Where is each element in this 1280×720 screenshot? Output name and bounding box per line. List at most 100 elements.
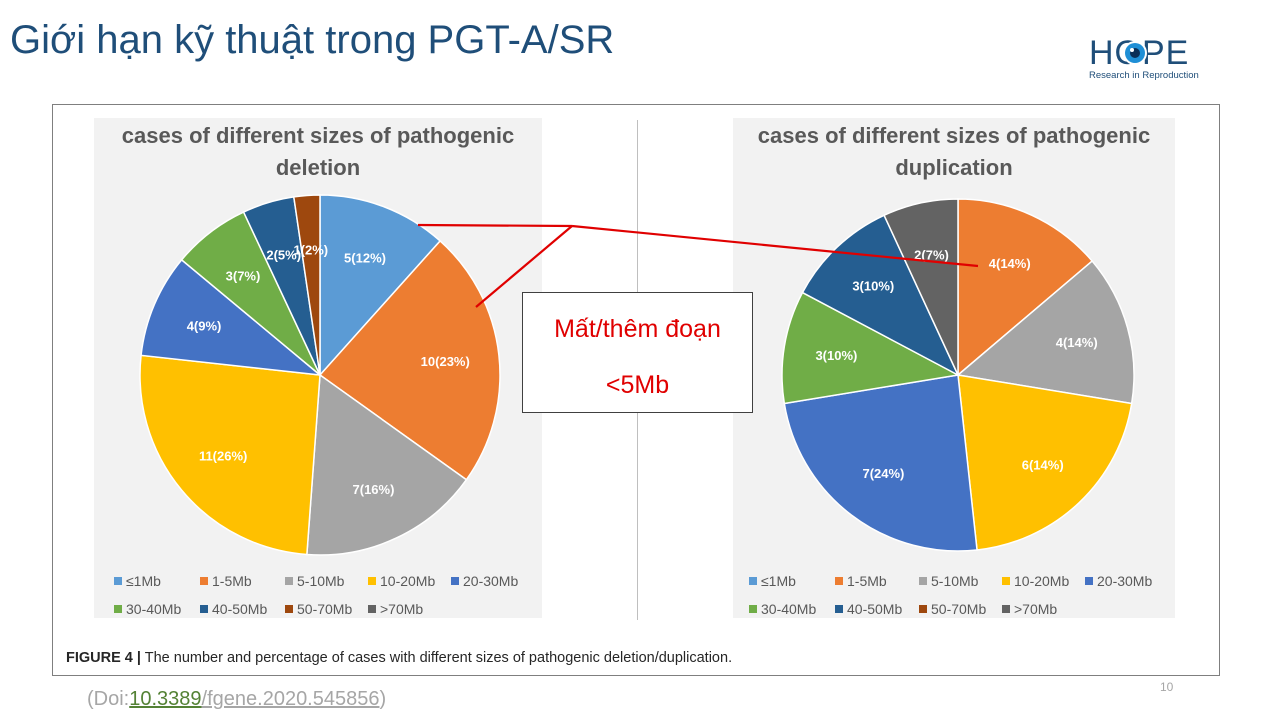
deletion-chart-title-line1: cases of different sizes of pathogenic — [121, 123, 515, 148]
deletion-slice-2 — [306, 373, 468, 556]
legend-swatch — [200, 577, 208, 585]
deletion-slice-label-7: 1(2%) — [293, 242, 328, 257]
legend-item: 1-5Mb — [835, 573, 887, 589]
legend-item: >70Mb — [1002, 601, 1057, 617]
legend-swatch — [749, 577, 757, 585]
legend-label: 1-5Mb — [847, 573, 887, 589]
deletion-slice-label-4: 4(9%) — [187, 319, 222, 334]
deletion-pie-chart: 5(12%) 10(23%) 7(16%) 11(26%) 4(9%) 3(7%) 2(5%… — [139, 194, 501, 556]
hope-logo: HOPE Research in Reproduction — [1089, 36, 1209, 86]
duplication-slice-label-3: 7(24%) — [862, 466, 904, 481]
slide-title: Giới hạn kỹ thuật trong PGT-A/SR — [10, 18, 615, 62]
legend-label: 30-40Mb — [761, 601, 817, 617]
duplication-chart-title-line1: cases of different sizes of pathogenic — [757, 123, 1151, 148]
legend-label: >70Mb — [1014, 601, 1058, 617]
legend-swatch — [200, 605, 208, 613]
duplication-slice-0 — [957, 198, 1094, 377]
legend-label: 30-40Mb — [126, 601, 182, 617]
legend-swatch — [368, 605, 376, 613]
legend-item: ≤1Mb — [114, 573, 161, 589]
legend-label: 10-20Mb — [1014, 573, 1070, 589]
deletion-slice-7 — [292, 194, 321, 376]
deletion-slice-3 — [139, 354, 321, 556]
connector-line-to-right — [571, 224, 979, 268]
legend-swatch — [451, 577, 459, 585]
callout-box: Mất/thêm đoạn <5Mb — [522, 292, 753, 413]
legend-swatch — [285, 605, 293, 613]
logo-tagline: Research in Reproduction — [1089, 70, 1199, 81]
legend-item: 50-70Mb — [919, 601, 986, 617]
legend-label: 20-30Mb — [1097, 573, 1153, 589]
connector-line-diagonal — [475, 225, 573, 308]
figure-caption-text: The number and percentage of cases with … — [140, 650, 733, 666]
deletion-slice-label-3: 11(26%) — [199, 449, 247, 464]
figure-caption: FIGURE 4 | The number and percentage of … — [66, 650, 732, 666]
legend-label: ≤1Mb — [761, 573, 796, 589]
duplication-legend: ≤1Mb 1-5Mb 5-10Mb 10-20Mb 20-30Mb 30-40M… — [747, 573, 1175, 618]
page-number: 10 — [1160, 680, 1174, 694]
legend-item: ≤1Mb — [749, 573, 796, 589]
legend-item: 30-40Mb — [114, 601, 181, 617]
legend-label: 10-20Mb — [380, 573, 436, 589]
duplication-slice-3 — [783, 374, 978, 552]
deletion-slice-1 — [318, 239, 501, 481]
deletion-legend: ≤1Mb 1-5Mb 5-10Mb 10-20Mb 20-30Mb 30-40M… — [112, 573, 542, 618]
duplication-slice-label-1: 4(14%) — [1056, 335, 1098, 350]
duplication-pie-chart: 4(14%) 4(14%) 6(14%) 7(24%) 3(10%) 3(10%) 2(7%… — [781, 198, 1135, 552]
duplication-slice-label-5: 3(10%) — [852, 279, 894, 294]
legend-swatch — [285, 577, 293, 585]
legend-item: 20-30Mb — [451, 573, 518, 589]
legend-item: 5-10Mb — [285, 573, 344, 589]
legend-swatch — [368, 577, 376, 585]
duplication-slice-label-0: 4(14%) — [989, 256, 1031, 271]
legend-item: 1-5Mb — [200, 573, 252, 589]
doi-path: /fgene.2020.545856 — [201, 688, 380, 710]
deletion-slice-label-2: 7(16%) — [353, 482, 395, 497]
legend-item: 30-40Mb — [749, 601, 816, 617]
legend-label: 40-50Mb — [212, 601, 268, 617]
legend-label: 20-30Mb — [463, 573, 519, 589]
legend-label: 5-10Mb — [297, 573, 345, 589]
duplication-chart-title-line2: duplication — [895, 155, 1013, 180]
duplication-slice-6 — [883, 198, 959, 376]
connector-line-left-top — [417, 223, 573, 228]
legend-swatch — [114, 605, 122, 613]
legend-swatch — [114, 577, 122, 585]
deletion-slice-4 — [140, 258, 323, 377]
legend-swatch — [1085, 577, 1093, 585]
legend-label: 50-70Mb — [297, 601, 353, 617]
deletion-slice-0 — [319, 194, 442, 377]
deletion-slice-label-0: 5(12%) — [344, 250, 386, 265]
legend-item: 5-10Mb — [919, 573, 978, 589]
legend-swatch — [835, 577, 843, 585]
legend-swatch — [919, 577, 927, 585]
legend-item: 40-50Mb — [835, 601, 902, 617]
logo-eye-icon — [1122, 40, 1148, 66]
duplication-slice-4 — [781, 291, 961, 405]
legend-item: 10-20Mb — [1002, 573, 1069, 589]
duplication-slice-label-6: 2(7%) — [914, 248, 949, 263]
doi-close: ) — [379, 688, 387, 710]
doi-reference: (Doi:10.3389/fgene.2020.545856) — [87, 688, 386, 711]
legend-label: 5-10Mb — [931, 573, 979, 589]
deletion-slice-label-5: 3(7%) — [226, 268, 261, 283]
callout-line-1: Mất/thêm đoạn — [554, 315, 721, 343]
duplication-slice-label-4: 3(10%) — [815, 348, 857, 363]
doi-link[interactable]: 10.3389 — [129, 688, 202, 710]
callout-line-2: <5Mb — [605, 371, 670, 399]
legend-item: 50-70Mb — [285, 601, 352, 617]
duplication-slice-label-2: 6(14%) — [1022, 457, 1064, 472]
legend-swatch — [1002, 577, 1010, 585]
legend-label: 1-5Mb — [212, 573, 252, 589]
figure-caption-label: FIGURE 4 | — [66, 650, 141, 666]
legend-item: >70Mb — [368, 601, 423, 617]
legend-swatch — [749, 605, 757, 613]
legend-swatch — [1002, 605, 1010, 613]
legend-item: 40-50Mb — [200, 601, 267, 617]
duplication-slice-2 — [957, 374, 1133, 551]
deletion-slice-label-1: 10(23%) — [421, 354, 470, 369]
legend-swatch — [919, 605, 927, 613]
doi-open: (Doi: — [87, 688, 130, 710]
legend-label: >70Mb — [380, 601, 424, 617]
